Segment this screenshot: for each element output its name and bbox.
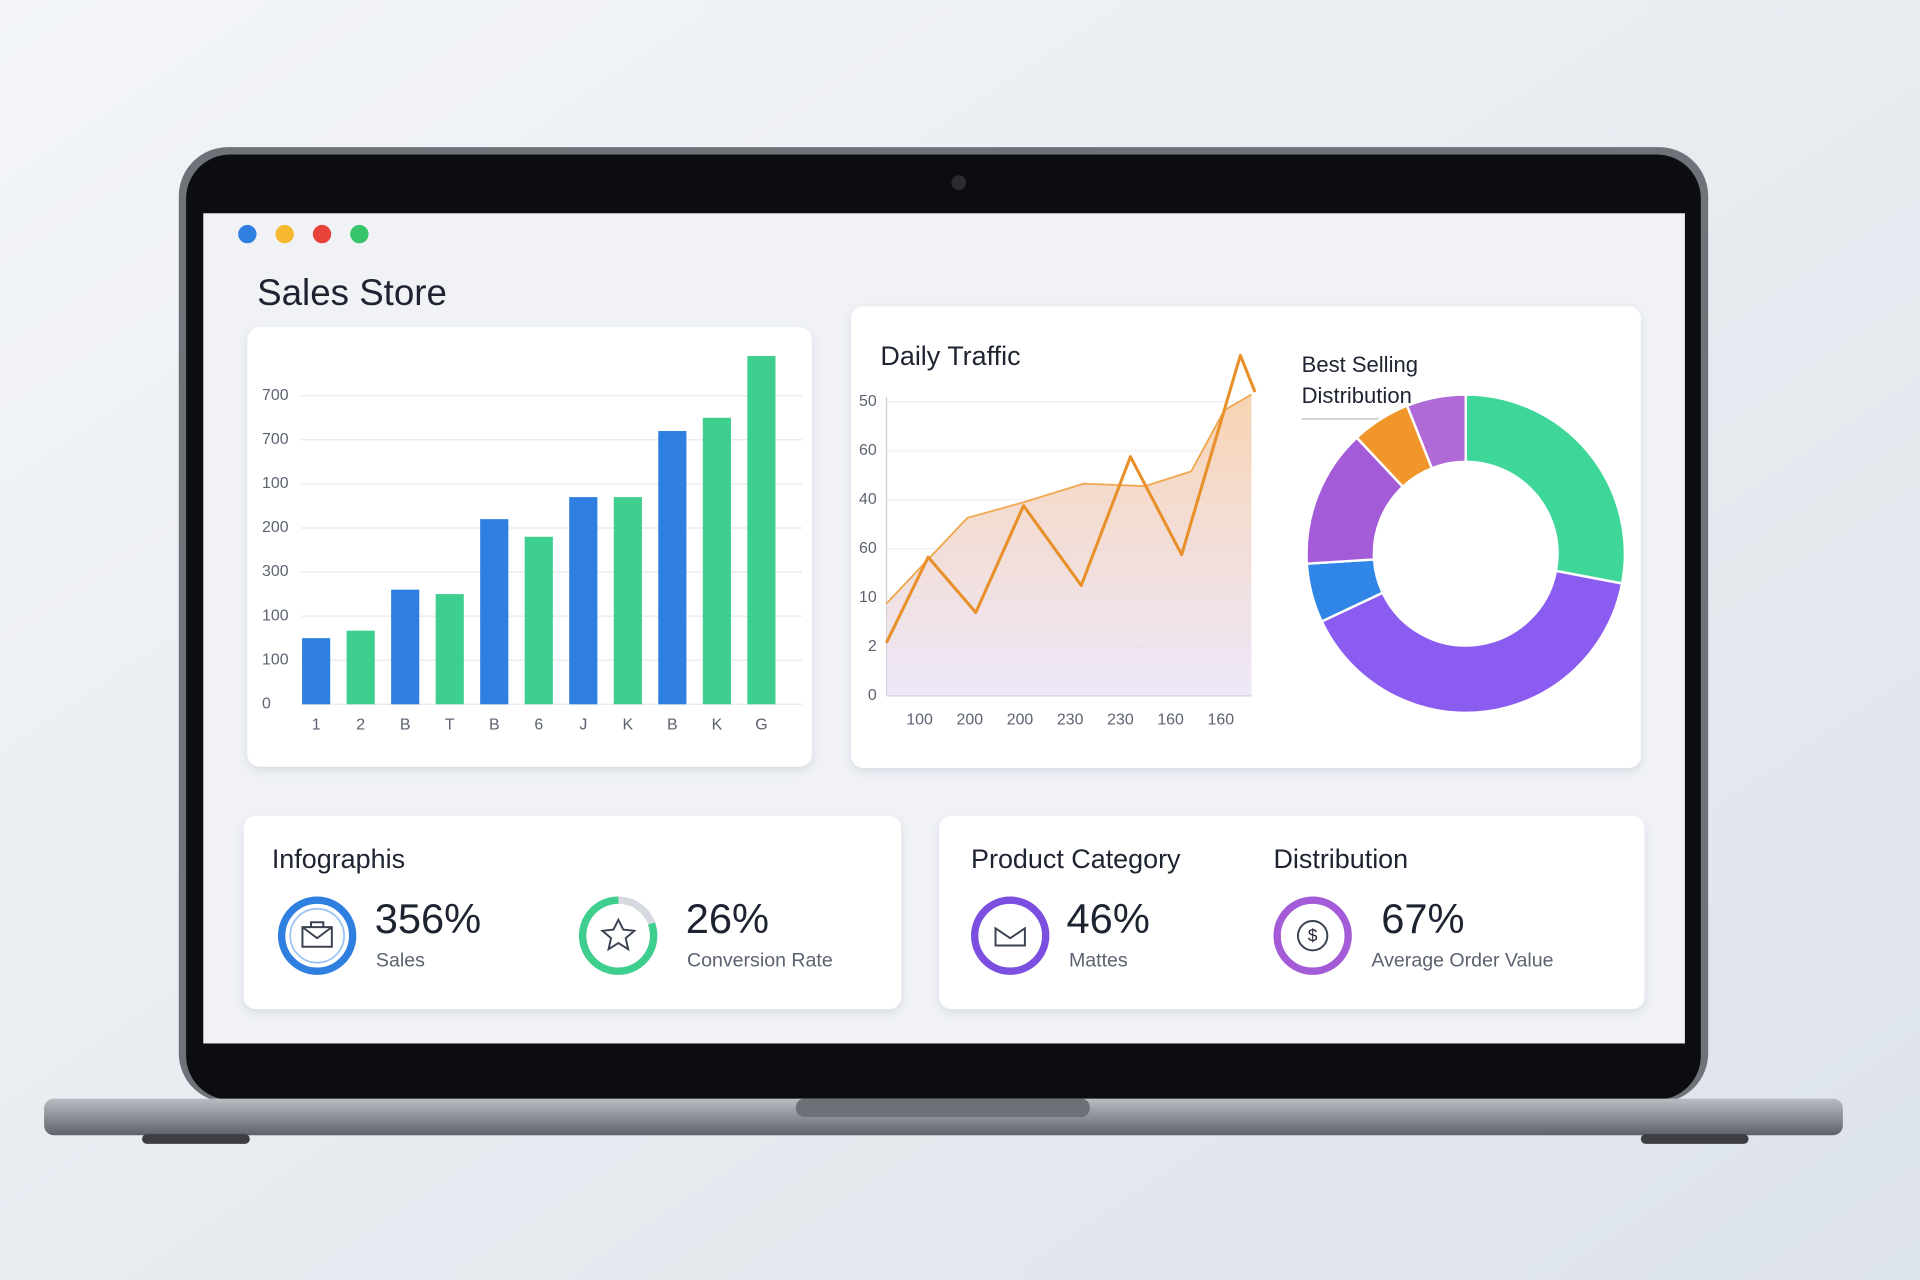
bar xyxy=(613,497,642,705)
stat-label: Average Order Value xyxy=(1371,950,1553,972)
x-tick-label: G xyxy=(755,716,767,733)
traffic-title: Daily Traffic xyxy=(880,341,1020,371)
x-tick-label: 230 xyxy=(1057,711,1084,728)
y-tick-label: 2 xyxy=(868,638,877,655)
x-tick-label: B xyxy=(489,716,500,733)
x-tick-label: K xyxy=(712,716,723,733)
y-tick-label: 200 xyxy=(262,519,289,536)
line xyxy=(885,393,1252,605)
app-title: Sales Store xyxy=(257,272,447,313)
stat-value: 26% xyxy=(686,895,769,942)
x-tick-label: 2 xyxy=(356,716,365,733)
x-tick-label: K xyxy=(623,716,634,733)
bar xyxy=(346,630,375,705)
donut-segment xyxy=(1320,569,1624,715)
icon-mail xyxy=(994,926,1026,947)
x-tick-label: 1 xyxy=(312,716,321,733)
icon-dollar: $ xyxy=(1308,925,1318,945)
bar xyxy=(302,638,331,705)
x-tick-label: 200 xyxy=(1007,711,1034,728)
y-tick-label: 100 xyxy=(262,651,289,668)
stat-value: 46% xyxy=(1067,895,1150,942)
y-tick-label: 60 xyxy=(859,540,877,557)
card-title: Distribution xyxy=(1273,844,1408,874)
y-tick-label: 100 xyxy=(262,607,289,624)
bar xyxy=(524,536,553,705)
ring xyxy=(1273,896,1352,975)
window-dot xyxy=(238,224,257,244)
base-notch xyxy=(795,1098,1090,1117)
bar xyxy=(480,519,509,705)
bar xyxy=(435,594,464,705)
foot xyxy=(142,1134,250,1144)
area xyxy=(886,394,1252,696)
distribution-title: Best Selling xyxy=(1302,352,1418,377)
camera xyxy=(951,175,967,190)
stat-value: 356% xyxy=(375,895,481,942)
charts: 0 100 100 300 200 100 700 700 1 2 B T B 6 J K B K G 0 2 10 60 4… xyxy=(262,353,1627,733)
x-tick-label: 160 xyxy=(1208,711,1235,728)
stat-label: Sales xyxy=(376,950,425,972)
line xyxy=(885,353,1257,644)
icon-star xyxy=(600,917,637,952)
ring xyxy=(277,896,357,975)
product-card xyxy=(939,815,1645,1010)
x-tick-label: 6 xyxy=(534,716,543,733)
card-title: Product Category xyxy=(971,844,1181,874)
window-controls xyxy=(238,224,369,244)
bar xyxy=(569,497,598,705)
distribution-title: Distribution xyxy=(1302,383,1412,408)
x-tick-label: 100 xyxy=(906,711,933,728)
stat-value: 67% xyxy=(1381,895,1464,942)
foot xyxy=(1640,1134,1749,1144)
y-tick-label: 10 xyxy=(859,589,877,606)
y-tick-label: 60 xyxy=(859,442,877,459)
x-tick-label: B xyxy=(667,716,678,733)
icon-bag xyxy=(301,921,333,948)
window-dot xyxy=(312,224,332,244)
card-title: Infographis xyxy=(272,844,405,874)
bar xyxy=(747,356,776,705)
y-tick-label: 50 xyxy=(859,393,877,410)
bar xyxy=(391,589,420,705)
y-tick-label: 0 xyxy=(868,687,877,704)
donut-segment xyxy=(1464,393,1627,585)
infographics-card xyxy=(243,815,902,1010)
y-tick-label: 100 xyxy=(262,475,289,492)
x-tick-label: 200 xyxy=(957,711,984,728)
donut-segment xyxy=(1405,393,1467,470)
ring xyxy=(971,896,1050,975)
y-tick-label: 300 xyxy=(262,563,289,580)
ring-inner xyxy=(289,907,345,964)
x-tick-label: J xyxy=(579,716,587,733)
x-tick-label: 160 xyxy=(1157,711,1184,728)
x-tick-label: T xyxy=(445,716,455,733)
bar xyxy=(702,417,731,705)
y-tick-label: 40 xyxy=(859,491,877,508)
window-dot xyxy=(350,224,369,244)
ring xyxy=(578,896,658,975)
y-tick-label: 700 xyxy=(262,387,289,404)
stat-label: Mattes xyxy=(1069,950,1128,972)
y-tick-label: 0 xyxy=(262,695,271,712)
icon-coin xyxy=(1296,920,1329,952)
stat-label: Conversion Rate xyxy=(687,950,833,972)
bar xyxy=(658,430,687,705)
x-tick-label: 230 xyxy=(1107,711,1134,728)
y-tick-label: 700 xyxy=(262,431,289,448)
window-dot xyxy=(275,224,294,244)
x-tick-label: B xyxy=(400,716,411,733)
